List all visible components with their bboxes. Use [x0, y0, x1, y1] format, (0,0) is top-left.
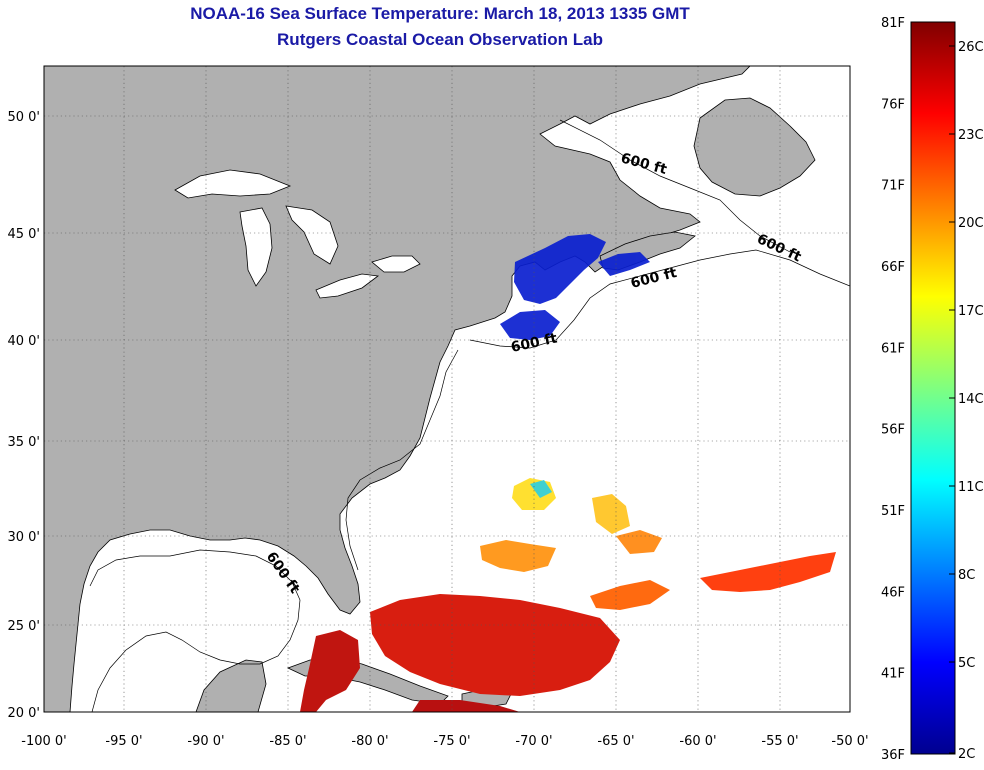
longitude-tick-label: -75 0' — [433, 734, 470, 749]
colorbar-c-label: 23C — [958, 128, 984, 143]
latitude-tick-label: 25 0' — [7, 619, 40, 634]
colorbar-f-label: 51F — [881, 504, 905, 519]
longitude-tick-label: -70 0' — [515, 734, 552, 749]
latitude-tick-label: 20 0' — [7, 706, 40, 721]
latitude-tick-label: 45 0' — [7, 227, 40, 242]
colorbar-f-label: 61F — [881, 341, 905, 356]
colorbar-c-label: 8C — [958, 568, 975, 583]
colorbar-f-label: 76F — [881, 97, 905, 112]
latitude-tick-label: 35 0' — [7, 435, 40, 450]
longitude-tick-label: -60 0' — [679, 734, 716, 749]
colorbar-c-label: 14C — [958, 392, 984, 407]
sst-warm-atlantic — [300, 552, 836, 712]
depth-contours — [89, 119, 850, 712]
colorbar-c-label: 5C — [958, 656, 975, 671]
colorbar — [910, 21, 956, 755]
graticule — [44, 66, 850, 712]
lake-michigan — [239, 207, 273, 287]
longitude-tick-label: -65 0' — [597, 734, 634, 749]
colorbar-f-label: 36F — [881, 748, 905, 763]
latitude-axis: 50 0' 45 0' 40 0' 35 0' 30 0' 25 0' 20 0' — [7, 110, 40, 721]
land-newfoundland — [693, 97, 816, 197]
colorbar-c-label: 20C — [958, 216, 984, 231]
longitude-tick-label: -85 0' — [269, 734, 306, 749]
map-title: NOAA-16 Sea Surface Temperature: March 1… — [190, 4, 690, 23]
colorbar-f-label: 66F — [881, 260, 905, 275]
longitude-tick-label: -90 0' — [187, 734, 224, 749]
map-subtitle: Rutgers Coastal Ocean Observation Lab — [277, 30, 603, 49]
colorbar-f-label: 81F — [881, 16, 905, 31]
colorbar-c-label: 26C — [958, 40, 984, 55]
longitude-tick-label: -80 0' — [351, 734, 388, 749]
sst-cool-patches — [480, 478, 662, 572]
colorbar-f-label: 56F — [881, 423, 905, 438]
colorbar-c-label: 11C — [958, 480, 984, 495]
colorbar-f-label: 71F — [881, 179, 905, 194]
land-yucatan — [195, 659, 267, 712]
latitude-tick-label: 50 0' — [7, 110, 40, 125]
colorbar-f-label: 46F — [881, 585, 905, 600]
lake-superior — [174, 169, 292, 199]
colorbar-f-label: 41F — [881, 667, 905, 682]
longitude-tick-label: -95 0' — [105, 734, 142, 749]
longitude-axis: -100 0' -95 0' -90 0' -85 0' -80 0' -75 0' -70… — [21, 734, 868, 749]
longitude-tick-label: -55 0' — [761, 734, 798, 749]
latitude-tick-label: 40 0' — [7, 334, 40, 349]
lake-erie — [315, 273, 380, 299]
colorbar-fahrenheit-labels: 81F 76F 71F 66F 61F 56F 51F 46F 41F 36F — [881, 16, 905, 763]
colorbar-celsius-labels: 26C 23C 20C 17C 14C 11C 8C 5C 2C — [949, 40, 984, 762]
colorbar-c-label: 2C — [958, 747, 975, 762]
sst-cold-gulf-of-maine — [500, 234, 650, 340]
longitude-tick-label: -100 0' — [21, 734, 66, 749]
latitude-tick-label: 30 0' — [7, 530, 40, 545]
colorbar-c-label: 17C — [958, 304, 984, 319]
lake-huron — [285, 205, 339, 265]
land-north-america — [44, 66, 751, 712]
lake-ontario — [371, 255, 421, 273]
longitude-tick-label: -50 0' — [831, 734, 868, 749]
